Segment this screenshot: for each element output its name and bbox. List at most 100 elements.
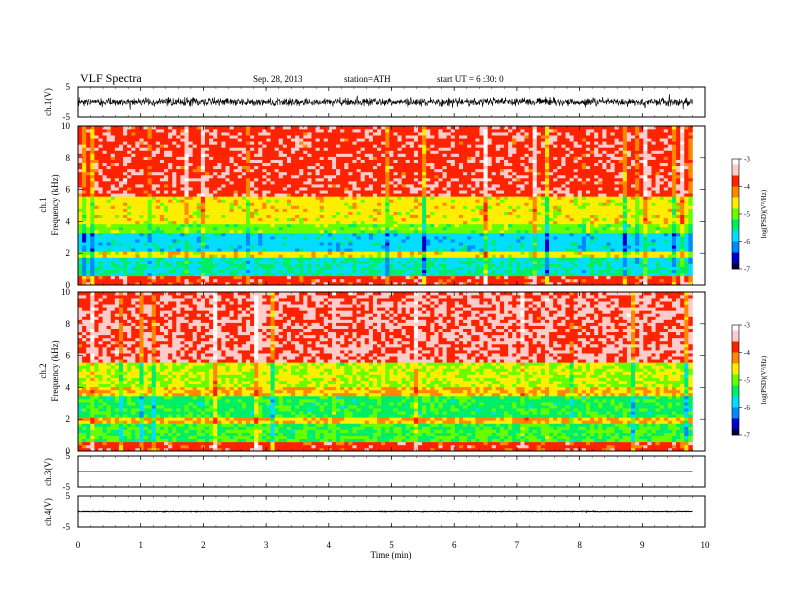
spectrogram-cell [262,242,267,246]
spectrogram-cell [393,162,398,167]
spectrogram-cell [323,278,329,283]
spectrogram-cell [372,171,378,176]
spectrogram-cell [467,236,472,240]
spectrogram-cell [233,202,239,206]
spectrogram-cell [143,245,148,249]
spectrogram-cell [385,278,390,283]
spectrogram-cell [360,159,366,163]
spectrogram-cell [278,226,284,231]
spectrogram-cell [110,236,116,240]
spectrogram-cell [98,223,103,228]
spectrogram-cell [450,144,456,148]
spectrogram-cell [114,214,120,219]
spectrogram-cell [409,260,415,264]
spectrogram-cell [188,239,193,243]
spectrogram-cell [200,254,206,258]
spectrogram-cell [270,165,275,170]
spectrogram-cell [372,193,378,197]
spectrogram-cell [245,196,251,200]
spectrogram-cell [200,251,206,255]
spectrogram-cell [393,236,398,240]
spectrogram-cell [270,184,275,188]
spectrogram-cell [405,150,411,154]
spectrogram-cell [106,263,112,267]
spectrogram-cell [389,211,394,215]
spectrogram-cell [229,144,234,148]
spectrogram-cell [331,162,337,167]
spectrogram-cell [348,126,353,130]
spectrogram-cell [356,266,361,271]
spectrogram-cell [319,168,325,173]
spectrogram-cell [463,248,468,252]
spectrogram-cell [286,168,292,173]
spectrogram-cell [438,150,443,154]
spectrogram-cell [131,236,136,240]
spectrogram-cell [188,278,193,283]
spectrogram-cell [245,159,251,163]
spectrogram-cell [377,141,382,145]
spectrogram-cell [90,239,95,243]
spectrogram-cell [250,153,255,157]
spectrogram-cell [377,266,382,271]
spectrogram-cell [229,233,234,237]
spectrogram-cell [86,272,91,277]
spectrogram-cell [225,156,230,160]
spectrogram-cell [274,217,280,222]
spectrogram-cell [331,181,337,185]
spectrogram-cell [82,208,87,212]
spectrogram-cell [315,162,320,167]
spectrogram-cell [311,177,316,182]
spectrogram-cell [319,220,325,225]
spectrogram-cell [204,220,210,225]
spectrogram-cell [438,199,443,203]
spectrogram-cell [90,278,95,283]
spectrogram-cell [135,196,140,200]
spectrogram-cell [94,217,99,222]
spectrogram-cell [204,171,210,176]
spectrogram-cell [299,233,304,237]
spectrogram-cell [278,199,284,203]
spectrogram-cell [327,254,333,258]
spectrogram-cell [159,199,165,203]
spectrogram-cell [458,233,464,237]
spectrogram-cell [221,269,226,274]
spectrogram-cell [381,174,386,179]
spectrogram-cell [233,254,239,258]
spectrogram-cell [213,214,218,219]
spectrogram-cell [430,138,435,142]
spectrogram-cell [188,187,193,191]
spectrogram-cell [442,165,447,170]
spectrogram-cell [323,184,329,188]
spectrogram-cell [340,251,345,255]
spectrogram-cell [331,138,337,142]
spectrogram-cell [147,150,153,154]
spectrogram-cell [139,281,144,286]
spectrogram-cell [360,248,366,252]
spectrogram-cell [323,245,329,249]
spectrogram-cell [266,126,271,130]
spectrogram-cell [221,165,226,170]
spectrogram-cell [147,269,153,274]
spectrogram-cell [426,199,431,203]
spectrogram-cell [192,177,198,182]
spectrogram-cell [159,281,165,286]
spectrogram-cell [422,171,427,176]
spectrogram-cell [409,229,415,234]
spectrogram-cell [164,229,169,234]
spectrogram-cell [385,269,390,274]
spectrogram-cell [135,242,140,246]
spectrogram-cell [151,190,157,194]
spectrogram-cell [291,141,296,145]
spectrogram-cell [348,205,353,209]
spectrogram-cell [393,251,398,255]
spectrogram-cell [426,275,431,280]
spectrogram-cell [151,138,157,142]
spectrogram-cell [352,229,357,234]
spectrogram-cell [188,236,193,240]
spectrogram-cell [118,135,124,139]
spectrogram-cell [442,233,447,237]
spectrogram-cell [106,223,112,228]
spectrogram-cell [385,208,390,212]
spectrogram-cell [213,193,218,197]
spectrogram-cell [327,181,333,185]
